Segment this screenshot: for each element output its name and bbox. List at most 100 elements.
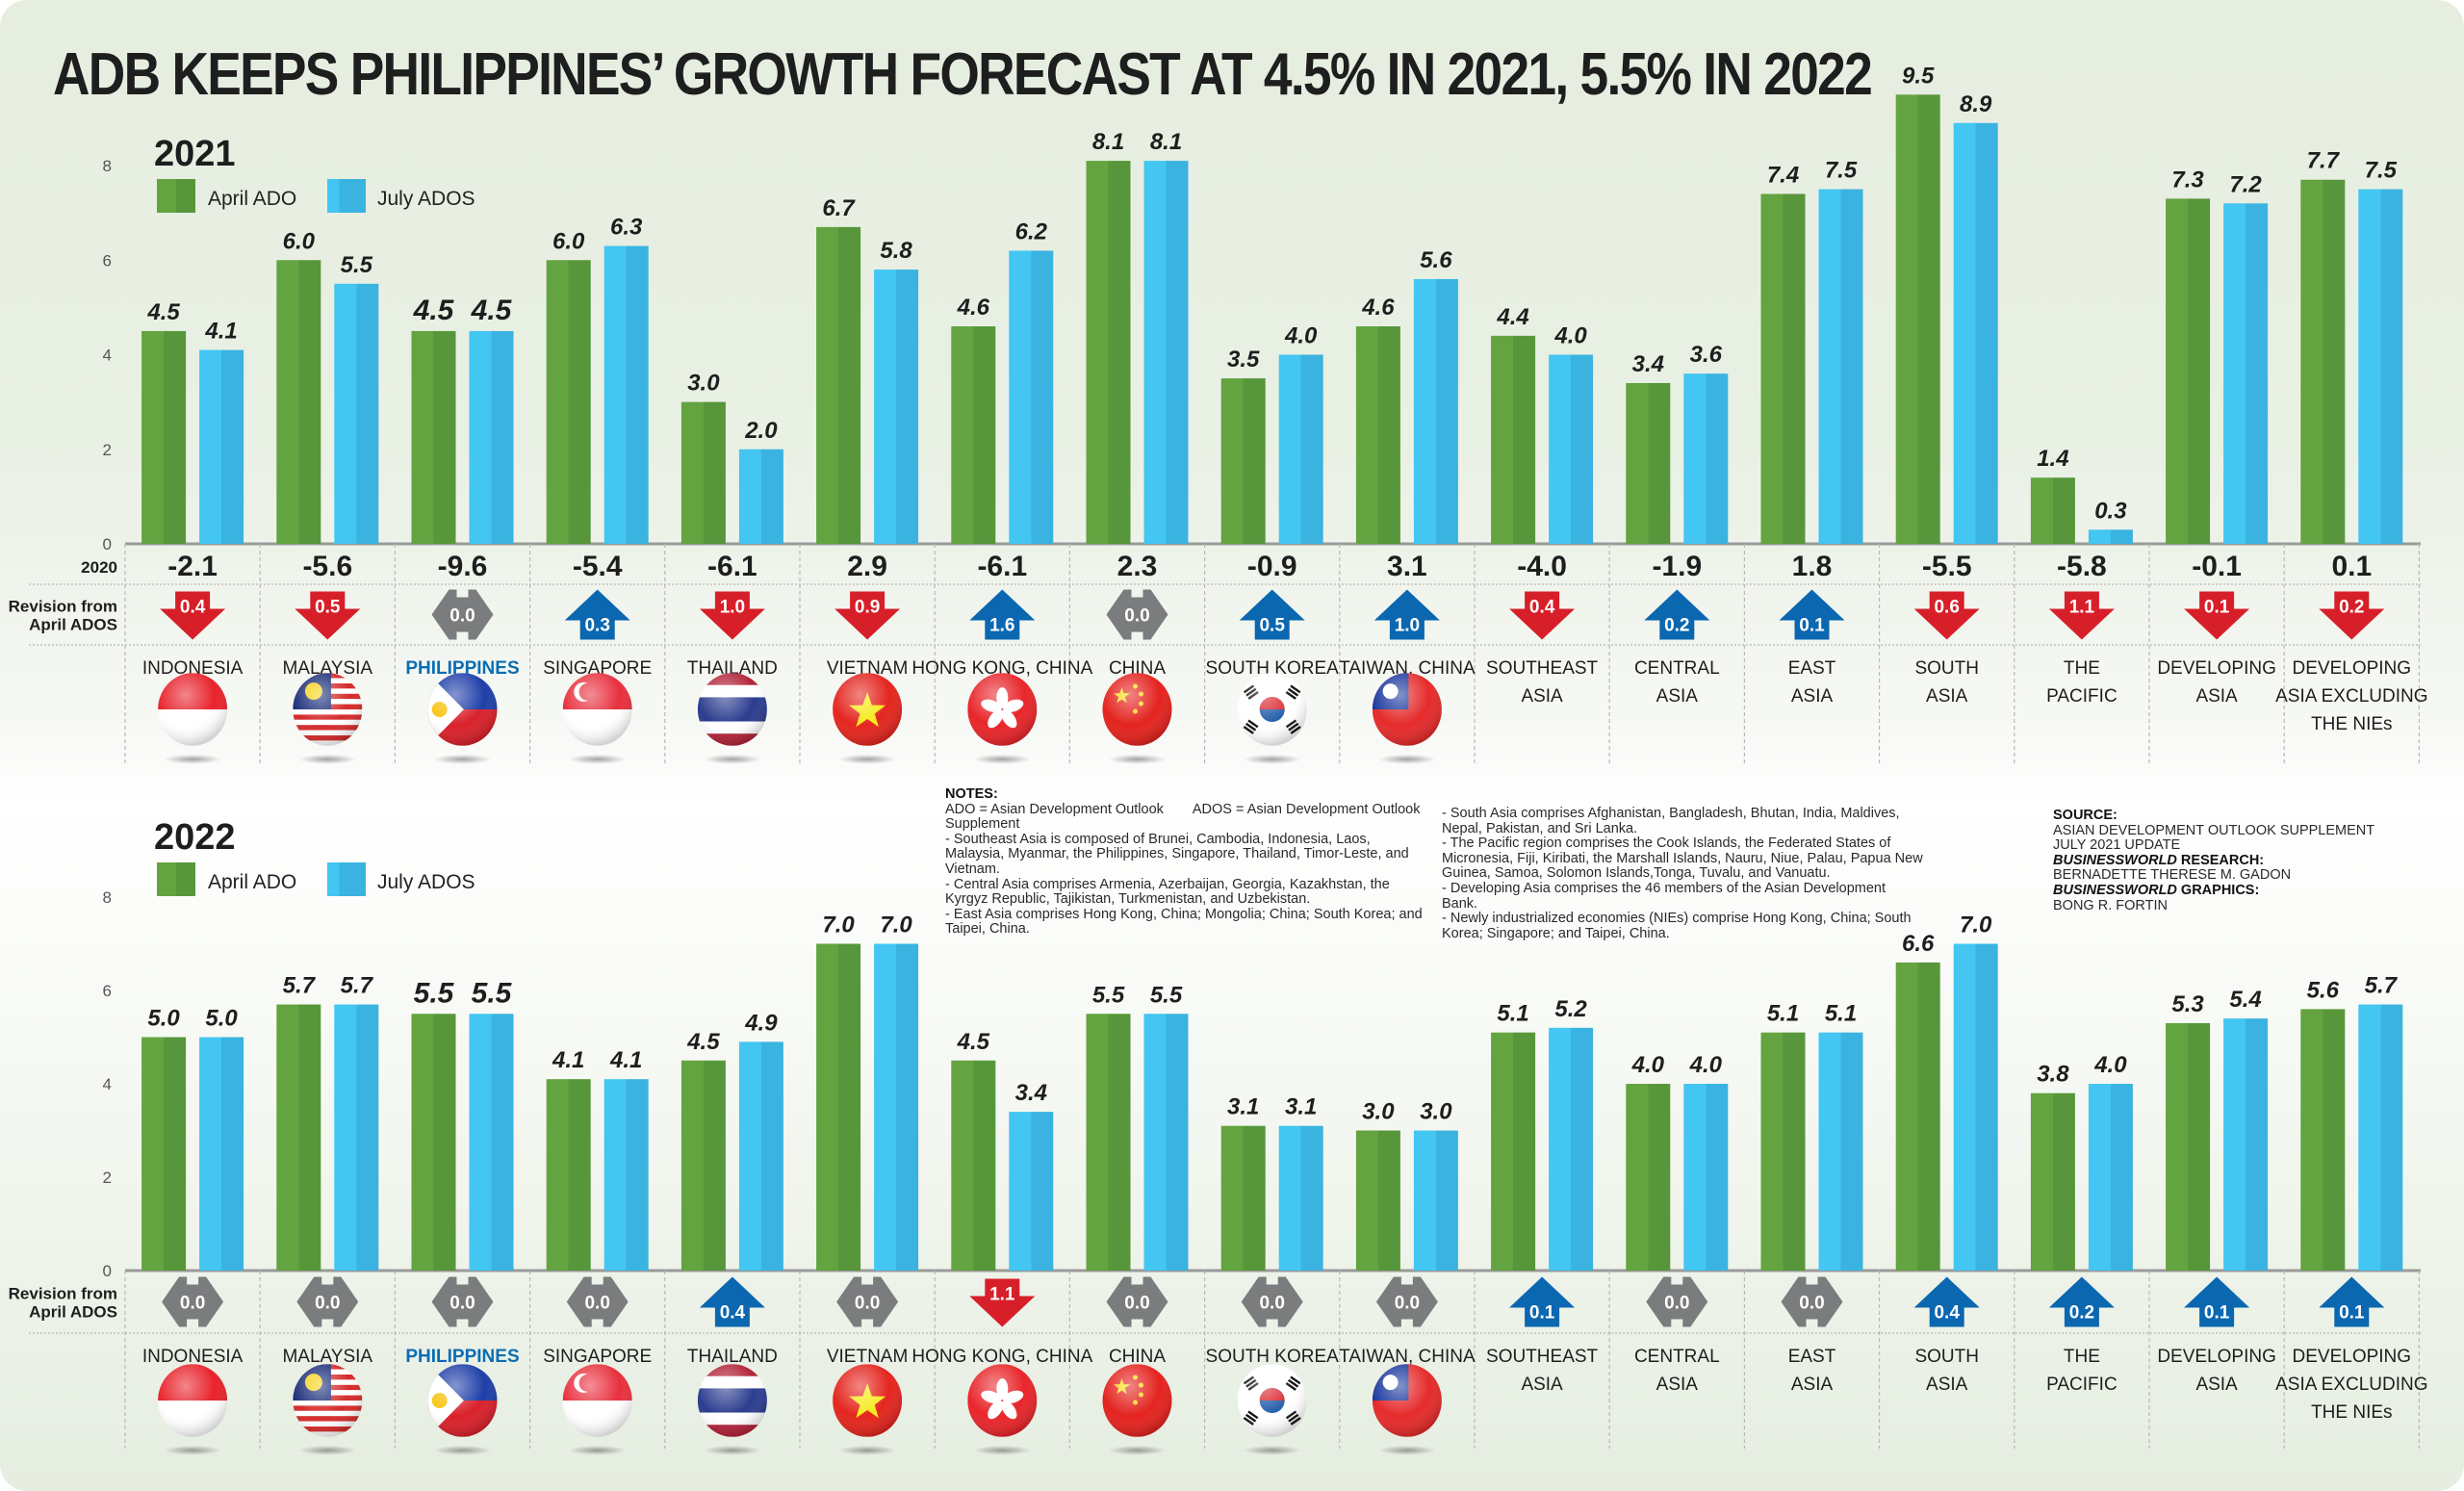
bar-july-ados <box>2088 1084 2133 1271</box>
category-label: THE NIEs <box>2311 714 2392 734</box>
gdp-2020-value: 2.9 <box>847 551 887 582</box>
data-label-april: 4.0 <box>1631 1052 1665 1078</box>
data-label-july: 7.5 <box>2365 158 2398 184</box>
category-label: SOUTHEAST <box>1486 658 1599 679</box>
category-label: SOUTH KOREA <box>1206 1347 1340 1367</box>
bar-july-ados <box>469 1014 514 1271</box>
data-label-july: 4.0 <box>1553 323 1587 349</box>
flag-gloss <box>293 673 363 746</box>
arrow-down-icon <box>2184 591 2250 640</box>
flag-gloss <box>1237 673 1307 746</box>
category-label: PHILIPPINES <box>405 1347 519 1367</box>
bar-april-ado <box>680 401 726 544</box>
data-label-april: 6.0 <box>283 228 316 254</box>
data-label-july: 4.1 <box>204 319 237 345</box>
revision-value: 0.4 <box>180 598 206 618</box>
data-label-april: 4.1 <box>552 1047 584 1073</box>
y-tick-label: 4 <box>103 347 112 365</box>
bar-april-ado <box>2300 1009 2346 1271</box>
arrow-left-right-icon <box>1106 589 1168 640</box>
revision-value: 0.0 <box>1124 1294 1149 1314</box>
data-label-april: 7.7 <box>2307 148 2341 174</box>
graphics-label: GRAPHICS: <box>2176 882 2260 898</box>
bar-july-ados <box>334 283 379 544</box>
data-label-april: 6.6 <box>1902 931 1935 957</box>
bar-april-ado <box>546 1079 591 1271</box>
notes-column-1: NOTES: ADO = Asian Development Outlook AD… <box>945 786 1426 938</box>
arrow-down-icon <box>834 591 901 640</box>
data-label-april: 4.5 <box>413 295 455 326</box>
note-ado: ADO = Asian Development Outlook <box>945 801 1164 817</box>
bar-july-ados <box>1953 943 1998 1271</box>
category-label: CHINA <box>1109 658 1166 679</box>
taiwan-flag-icon <box>1372 673 1442 746</box>
category-label: EAST <box>1788 658 1836 679</box>
note-item: - The Pacific region comprises the Cook … <box>1442 835 1923 882</box>
bar-july-ados <box>1683 373 1729 544</box>
revision-value: 0.1 <box>2339 1303 2365 1324</box>
bar-july-ados <box>738 449 783 544</box>
flag-gloss <box>833 673 903 746</box>
arrow-left-right-icon <box>836 1276 899 1327</box>
bar-april-ado <box>141 330 187 544</box>
data-label-july: 5.7 <box>341 973 374 999</box>
category-label: TAIWAN, CHINA <box>1339 658 1476 679</box>
data-label-april: 5.1 <box>1767 1001 1799 1027</box>
bar-july-ados <box>603 245 649 544</box>
bar-april-ado <box>2166 1022 2211 1271</box>
gdp-2020-value: -5.5 <box>1922 551 1972 582</box>
indonesia-flag-icon <box>158 1364 228 1437</box>
bar-april-ado <box>1491 335 1536 544</box>
category-label: THAILAND <box>687 658 778 679</box>
category-label: CHINA <box>1109 1347 1166 1367</box>
arrow-up-icon <box>2048 1276 2115 1327</box>
bar-april-ado <box>141 1037 187 1271</box>
revision-value: 0.1 <box>1799 616 1825 636</box>
flag-gloss <box>967 673 1038 746</box>
arrow-left-right-icon <box>431 1276 494 1327</box>
data-label-april: 5.3 <box>2171 991 2204 1017</box>
legend-label-july: July ADOS <box>377 871 475 893</box>
data-label-july: 5.6 <box>1420 247 1452 273</box>
gdp-2020-value: -5.6 <box>302 551 352 582</box>
category-label: PACIFIC <box>2046 686 2118 707</box>
flag-shadow <box>703 1445 761 1455</box>
flag-shadow <box>703 754 761 764</box>
notes-abbreviations: ADO = Asian Development Outlook ADOS = As… <box>945 801 1426 833</box>
data-label-april: 8.1 <box>1092 129 1124 155</box>
flag-shadow <box>164 754 222 764</box>
bar-april-ado <box>1760 1032 1806 1271</box>
bar-april-ado <box>2300 179 2346 545</box>
category-label: DEVELOPING <box>2157 658 2276 679</box>
philippines-flag-icon <box>427 673 498 746</box>
research-label: RESEARCH: <box>2176 852 2265 868</box>
category-label: INDONESIA <box>142 1347 244 1367</box>
y-tick-label: 2 <box>103 1169 112 1187</box>
arrow-left-right-icon <box>162 1276 224 1327</box>
hong-kong-flag-icon <box>967 1364 1038 1437</box>
data-label-april: 6.0 <box>552 228 585 254</box>
arrow-up-icon <box>1779 589 1845 640</box>
revision-value: 0.0 <box>180 1294 205 1314</box>
bar-april-ado <box>1895 94 1940 544</box>
gdp-2020-value: -0.1 <box>2192 551 2242 582</box>
data-label-july: 4.0 <box>1689 1052 1723 1078</box>
legend-swatch-april-full <box>157 179 195 213</box>
flag-shadow <box>568 1445 627 1455</box>
research-publication: BUSINESSWORLD <box>2053 852 2177 868</box>
category-label: PHILIPPINES <box>405 658 519 679</box>
category-label: EAST <box>1788 1347 1836 1367</box>
gdp-2020-value: 1.8 <box>1792 551 1833 582</box>
arrow-up-icon <box>1239 589 1305 640</box>
revision-value: 0.0 <box>1799 1294 1824 1314</box>
category-label: SOUTH <box>1914 658 1979 679</box>
revision-value: 1.1 <box>2069 598 2095 618</box>
bar-july-ados <box>874 943 919 1271</box>
category-label: ASIA <box>2195 1375 2238 1395</box>
bar-april-ado <box>276 260 321 544</box>
y-tick-label: 0 <box>103 535 112 553</box>
bar-april-ado <box>951 1060 996 1271</box>
bar-july-ados <box>1278 354 1323 544</box>
flag-shadow <box>568 754 627 764</box>
bar-july-ados <box>199 1037 244 1271</box>
